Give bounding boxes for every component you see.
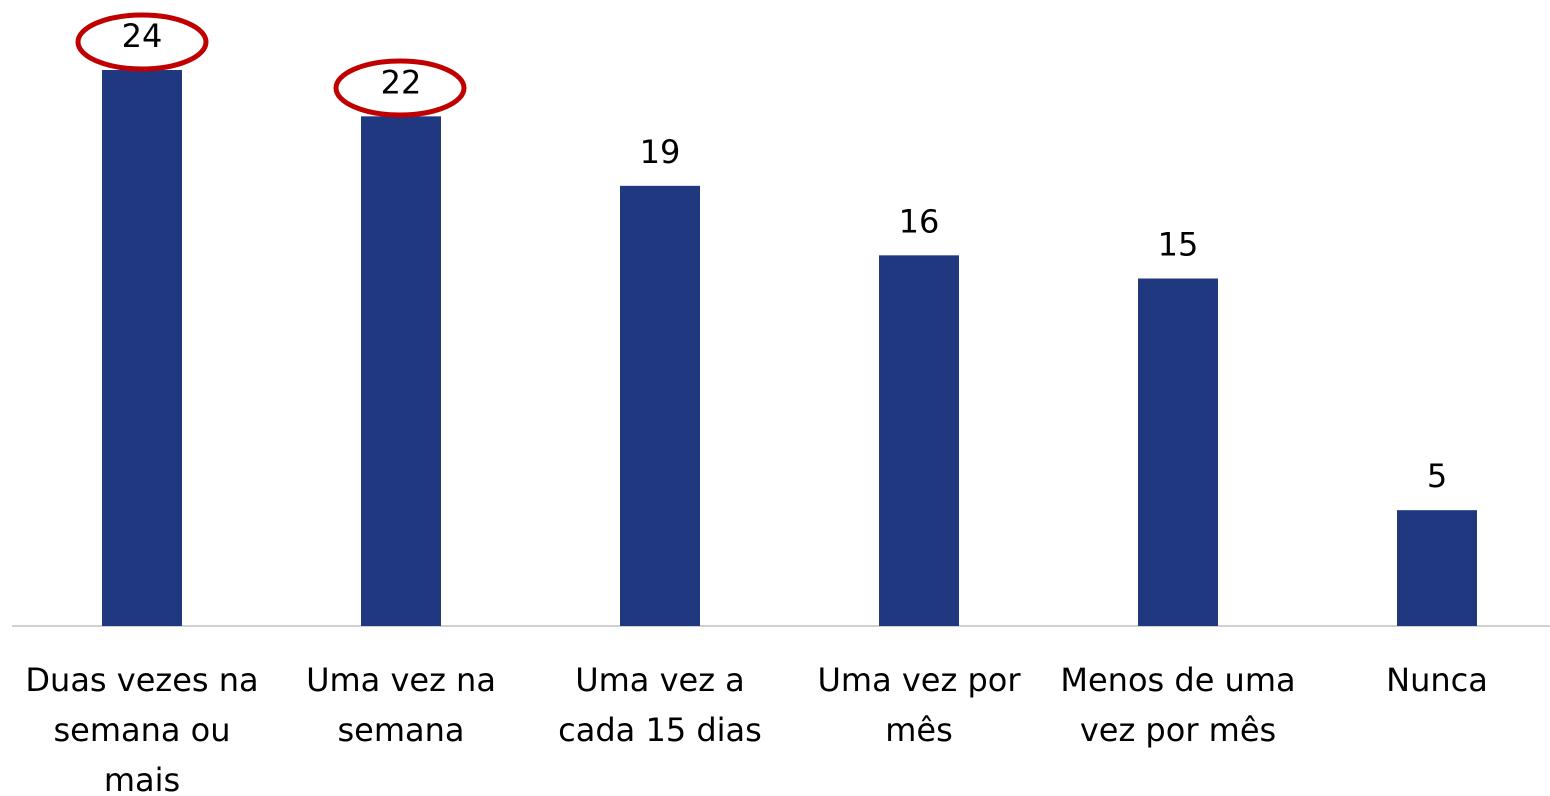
x-tick-label: Uma vez a cada 15 dias: [558, 661, 762, 749]
bar: [102, 70, 182, 626]
value-label: 24: [122, 17, 163, 55]
x-tick-label: Nunca: [1386, 661, 1488, 699]
value-label: 22: [381, 63, 422, 101]
value-label: 16: [899, 202, 940, 240]
bar: [1397, 510, 1477, 626]
bar: [1138, 278, 1218, 626]
x-tick-label: Menos de uma vez por mês: [1060, 661, 1296, 749]
bar: [361, 116, 441, 626]
bar: [620, 185, 700, 627]
x-tick-label: Duas vezes na semana ou mais: [25, 661, 259, 796]
highlight-circle: [333, 58, 467, 118]
value-label: 19: [640, 133, 681, 171]
value-label: 5: [1427, 457, 1447, 495]
bar: [879, 255, 959, 627]
highlight-circle: [75, 12, 209, 72]
x-tick-label: Uma vez por mês: [817, 661, 1021, 749]
x-tick-label: Uma vez na semana: [306, 661, 496, 749]
value-label: 15: [1158, 226, 1199, 264]
